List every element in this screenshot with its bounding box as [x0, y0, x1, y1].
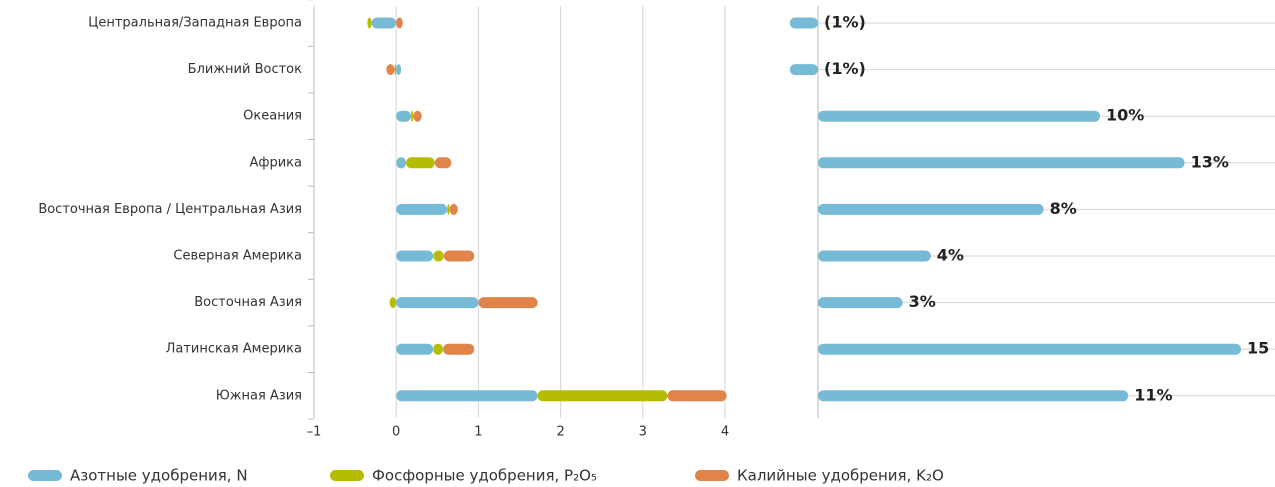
bar-segment: [367, 17, 372, 29]
legend-label: Калийные удобрения, K₂O: [737, 467, 944, 485]
bar-segment: [386, 64, 395, 76]
x-tick-label: 2: [556, 425, 564, 440]
value-label: (1%): [824, 59, 866, 78]
bar-segment: [396, 110, 411, 122]
legend-swatch: [695, 470, 729, 481]
bar: [818, 343, 1241, 355]
bar-segment: [410, 110, 414, 122]
bar-segment: [449, 203, 458, 215]
bar: [789, 17, 818, 29]
bar: [818, 110, 1100, 122]
bar: [818, 297, 903, 309]
bar-segment: [396, 297, 479, 309]
x-tick-label: 1: [474, 425, 482, 440]
value-label: 8%: [1050, 199, 1077, 218]
value-label: 10%: [1106, 106, 1144, 125]
y-tick-label: Ближний Восток: [188, 62, 302, 77]
bar-segment: [396, 17, 403, 29]
bar: [818, 390, 1129, 402]
x-tick-label: 0: [392, 425, 400, 440]
y-tick-label: Восточная Европа / Центральная Азия: [38, 202, 302, 217]
value-label: 11%: [1134, 385, 1172, 404]
bar-segment: [667, 390, 727, 402]
bar-segment: [396, 203, 448, 215]
y-tick-label: Океания: [243, 109, 302, 124]
bar-segment: [396, 343, 434, 355]
bar-segment: [396, 250, 434, 262]
value-label: 3%: [909, 292, 936, 311]
bar: [818, 157, 1185, 169]
y-tick-label: Африка: [249, 155, 302, 170]
bar-segment: [537, 390, 668, 402]
bar-segment: [443, 343, 475, 355]
bar-segment: [396, 64, 402, 76]
bar-segment: [433, 250, 444, 262]
y-tick-label: Центральная/Западная Европа: [88, 16, 302, 31]
x-tick-label: 4: [721, 425, 729, 440]
value-label: 13%: [1191, 152, 1229, 171]
bar-segment: [371, 17, 397, 29]
y-tick-label: Северная Америка: [173, 249, 302, 264]
bar-segment: [434, 157, 452, 169]
legend-label: Фосфорные удобрения, P₂O₅: [372, 467, 597, 485]
bar-segment: [394, 64, 397, 76]
y-tick-label: Латинская Америка: [166, 342, 302, 357]
y-tick-label: Южная Азия: [216, 388, 302, 403]
x-tick-label: –1: [307, 425, 322, 440]
y-tick-label: Восточная Азия: [194, 295, 302, 310]
bar-segment: [443, 250, 475, 262]
value-label: 15: [1247, 339, 1269, 358]
value-label: 4%: [937, 246, 964, 265]
bar-segment: [389, 297, 397, 309]
value-label: (1%): [824, 13, 866, 32]
x-tick-label: 3: [639, 425, 647, 440]
bar-segment: [396, 157, 407, 169]
bar-segment: [433, 343, 444, 355]
bar-segment: [447, 203, 450, 215]
bar: [818, 203, 1044, 215]
bar: [789, 64, 818, 76]
legend-label: Азотные удобрения, N: [70, 467, 248, 485]
bar-segment: [396, 390, 538, 402]
legend-swatch: [28, 470, 62, 481]
bar: [818, 250, 931, 262]
legend-swatch: [330, 470, 364, 481]
bar-segment: [478, 297, 538, 309]
bar-segment: [413, 110, 422, 122]
bar-segment: [406, 157, 435, 169]
